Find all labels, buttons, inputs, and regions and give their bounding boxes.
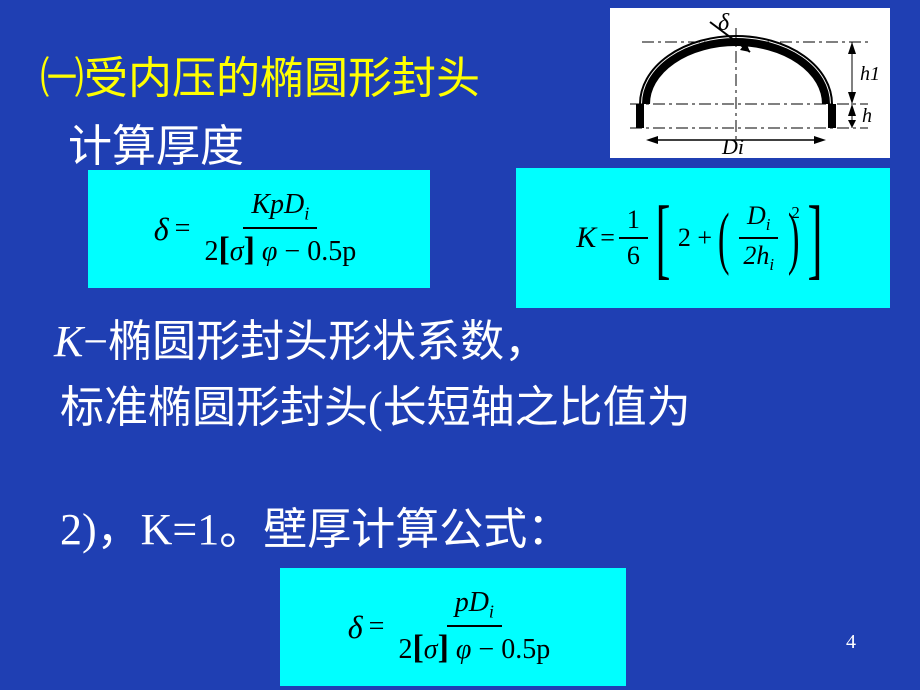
f2-in-den: 2h — [743, 241, 769, 270]
slide-subtitle: 计算厚度 — [68, 110, 244, 174]
f1-den-left: 2 — [204, 236, 218, 267]
f2-const: 2 + — [678, 223, 712, 253]
f2-in-den-sub: i — [769, 255, 774, 274]
left-paren: ( — [718, 207, 730, 270]
right-big-bracket: ] — [807, 198, 822, 279]
f2-in-num-sub: i — [766, 215, 771, 234]
f1-num: KpD — [251, 189, 304, 220]
f1-den-right: − 0.5p — [284, 236, 356, 267]
f2-lhs: K — [576, 221, 596, 255]
formula-thickness-standard: δ = pDi 2[σ] φ − 0.5p — [280, 568, 626, 686]
f2-outer-den: 6 — [619, 239, 648, 271]
f3-lhs: δ — [348, 609, 363, 646]
text-line-3: 2)，K=1。壁厚计算公式： — [60, 500, 571, 559]
f1-eq: = — [175, 213, 191, 245]
left-big-bracket: [ — [655, 198, 670, 279]
formula-k-factor: K = 1 6 [ 2 + ( Di 2hi ) 2 ] — [516, 168, 890, 308]
elliptical-head-diagram: δ h1 h Di — [610, 8, 890, 158]
f3-phi: φ — [456, 634, 472, 665]
diagram-h-label: h — [862, 105, 872, 127]
f1-lhs: δ — [154, 211, 169, 248]
f3-den-right: − 0.5p — [478, 634, 550, 665]
f3-sigma: σ — [424, 634, 438, 665]
f2-eq: = — [600, 223, 615, 253]
diagram-delta-label: δ — [718, 10, 730, 36]
formula-thickness-general: δ = KpDi 2[σ] φ − 0.5p — [88, 170, 430, 288]
f3-num: pD — [455, 587, 489, 618]
f3-eq: = — [369, 611, 385, 643]
f1-sigma: σ — [230, 236, 244, 267]
diagram-h1-label: h1 — [860, 63, 880, 85]
diagram-di-label: Di — [721, 134, 744, 158]
f2-in-num: D — [747, 201, 766, 230]
slide-title: ㈠受内压的椭圆形封头 — [40, 42, 480, 106]
text-line-1-body: −椭圆形封头形状系数， — [83, 317, 548, 366]
k-symbol: K — [54, 317, 83, 366]
page-number: 4 — [846, 631, 856, 654]
f3-num-sub: i — [489, 602, 494, 622]
right-paren: ) — [788, 207, 800, 270]
f1-num-sub: i — [304, 204, 309, 224]
f3-den-left: 2 — [398, 634, 412, 665]
f1-phi: φ — [262, 236, 278, 267]
f2-outer-num: 1 — [619, 205, 648, 239]
text-line-2: 标准椭圆形封头(长短轴之比值为 — [60, 378, 691, 437]
text-line-1: K−椭圆形封头形状系数， — [54, 312, 548, 371]
